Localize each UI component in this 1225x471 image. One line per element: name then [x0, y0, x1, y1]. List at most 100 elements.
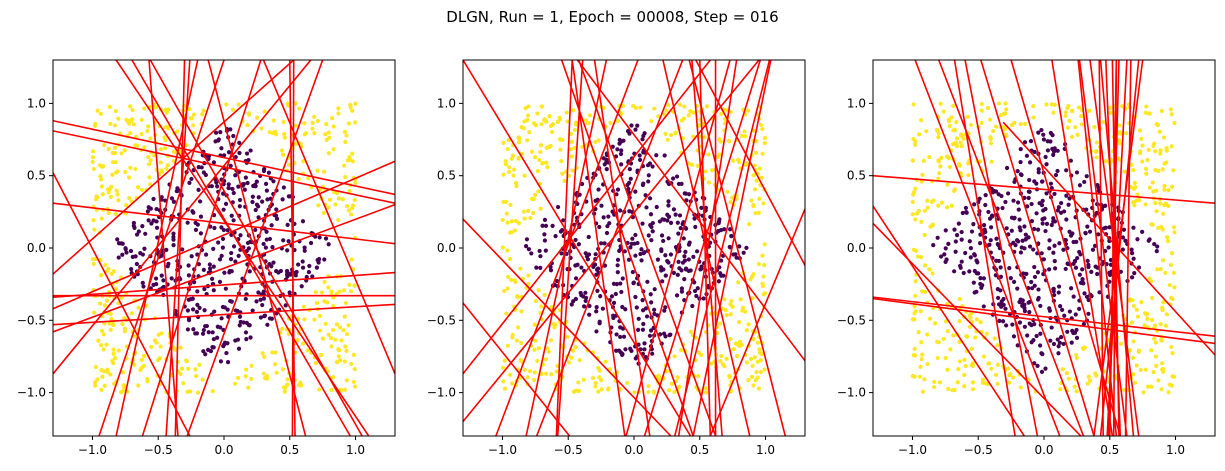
scatter-point-inner	[211, 345, 216, 350]
scatter-point-inner	[1027, 244, 1033, 249]
y-tick-label: −1.0	[17, 386, 46, 400]
scatter-point-outer	[517, 140, 522, 145]
scatter-point-inner	[195, 289, 200, 294]
scatter-point-inner	[1051, 152, 1056, 157]
scatter-point-outer	[1153, 149, 1158, 154]
scatter-point-outer	[1168, 262, 1174, 268]
scatter-point-outer	[618, 387, 623, 392]
scatter-point-inner	[971, 280, 976, 285]
scatter-point-outer	[1132, 180, 1137, 186]
scatter-point-inner	[1042, 216, 1047, 221]
scatter-point-outer	[762, 135, 768, 141]
scatter-point-inner	[1043, 154, 1048, 160]
decision-line	[174, 60, 186, 436]
scatter-point-outer	[1136, 349, 1141, 355]
scatter-point-outer	[342, 129, 348, 134]
scatter-point-inner	[620, 276, 625, 281]
scatter-point-outer	[1171, 374, 1177, 379]
scatter-point-outer	[757, 166, 762, 171]
scatter-point-inner	[729, 233, 734, 239]
scatter-point-outer	[936, 158, 941, 163]
scatter-point-outer	[259, 126, 264, 131]
figure-title: DLGN, Run = 1, Epoch = 00008, Step = 016	[446, 8, 779, 26]
scatter-point-outer	[510, 335, 515, 340]
scatter-point-outer	[1134, 307, 1139, 312]
scatter-point-inner	[692, 216, 697, 221]
scatter-point-inner	[294, 269, 299, 275]
scatter-point-inner	[264, 188, 269, 193]
scatter-point-inner	[233, 338, 238, 343]
scatter-point-inner	[247, 269, 252, 274]
scatter-point-outer	[912, 346, 917, 351]
scatter-point-inner	[983, 193, 988, 198]
scatter-point-inner	[1041, 137, 1046, 142]
scatter-point-inner	[943, 246, 948, 251]
scatter-point-outer	[270, 350, 275, 355]
scatter-point-inner	[593, 252, 598, 257]
scatter-point-inner	[630, 236, 635, 241]
scatter-point-inner	[308, 240, 314, 246]
scatter-point-outer	[1007, 380, 1012, 385]
scatter-point-outer	[941, 109, 946, 114]
scatter-point-inner	[659, 268, 664, 273]
scatter-point-outer	[1076, 105, 1082, 110]
scatter-point-inner	[1062, 313, 1067, 318]
scatter-point-outer	[1131, 200, 1136, 205]
scatter-point-outer	[1153, 340, 1158, 345]
scatter-point-outer	[603, 359, 608, 364]
scatter-point-inner	[214, 180, 219, 185]
scatter-point-outer	[532, 370, 537, 375]
scatter-point-outer	[1158, 151, 1163, 156]
scatter-point-outer	[111, 269, 116, 274]
scatter-point-outer	[106, 146, 111, 152]
scatter-point-inner	[587, 312, 592, 317]
scatter-point-inner	[662, 153, 667, 158]
scatter-point-inner	[1047, 246, 1052, 251]
scatter-point-outer	[346, 323, 351, 328]
scatter-point-outer	[90, 149, 96, 154]
scatter-point-inner	[613, 348, 619, 353]
scatter-point-inner	[699, 205, 704, 210]
scatter-point-outer	[122, 148, 127, 153]
scatter-point-inner	[271, 260, 276, 265]
scatter-point-outer	[565, 119, 570, 124]
y-tick-label: 0.5	[437, 169, 456, 183]
scatter-point-inner	[573, 296, 578, 302]
scatter-point-outer	[911, 102, 916, 107]
scatter-point-inner	[189, 176, 194, 182]
scatter-point-inner	[654, 153, 659, 158]
scatter-point-inner	[203, 352, 208, 357]
scatter-point-inner	[201, 349, 206, 354]
scatter-point-inner	[655, 257, 661, 262]
scatter-point-inner	[959, 237, 964, 242]
scatter-point-inner	[146, 218, 151, 223]
scatter-point-inner	[1069, 340, 1074, 345]
scatter-point-outer	[537, 157, 542, 163]
scatter-point-outer	[519, 340, 524, 346]
scatter-point-outer	[148, 136, 153, 141]
scatter-point-inner	[548, 268, 554, 273]
scatter-point-outer	[336, 354, 341, 359]
scatter-point-outer	[913, 279, 918, 284]
scatter-point-inner	[1018, 250, 1024, 255]
scatter-point-outer	[344, 348, 349, 353]
scatter-point-outer	[1004, 134, 1009, 139]
scatter-point-outer	[126, 121, 132, 126]
scatter-point-outer	[745, 108, 751, 113]
scatter-point-inner	[644, 314, 650, 319]
scatter-point-inner	[326, 242, 331, 247]
scatter-point-inner	[1096, 232, 1101, 237]
scatter-point-outer	[340, 197, 346, 202]
scatter-point-outer	[508, 230, 513, 235]
scatter-point-outer	[1145, 316, 1150, 322]
scatter-point-inner	[523, 244, 529, 249]
scatter-point-outer	[1161, 135, 1167, 140]
scatter-point-inner	[628, 176, 633, 181]
scatter-point-outer	[339, 338, 344, 343]
scatter-point-inner	[666, 214, 672, 219]
scatter-point-outer	[1116, 156, 1122, 161]
scatter-point-outer	[1018, 385, 1023, 390]
scatter-point-outer	[1150, 180, 1155, 185]
scatter-point-outer	[1145, 157, 1150, 163]
scatter-point-outer	[1170, 351, 1175, 356]
